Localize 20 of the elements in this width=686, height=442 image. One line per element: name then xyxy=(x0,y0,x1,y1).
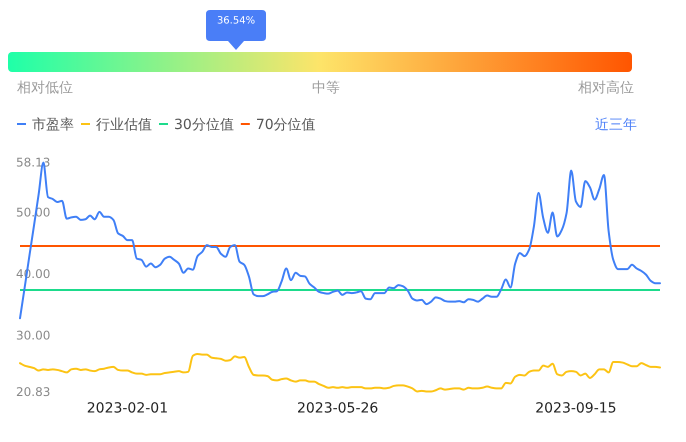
x-tick-label: 2023-02-01 xyxy=(86,400,168,416)
scale-label: 中等 xyxy=(312,80,340,96)
legend-item: 行业估值 xyxy=(81,116,152,133)
x-tick-label: 2023-05-26 xyxy=(296,400,378,416)
scale-label: 相对高位 xyxy=(578,80,634,96)
annotation: 近三年 xyxy=(595,116,637,133)
legend-item: 70分位值 xyxy=(240,116,316,133)
data-label: 36.54% xyxy=(216,16,256,26)
legend-label: 30分位值 xyxy=(174,116,234,133)
legend-item: 市盈率 xyxy=(17,116,74,133)
legend-label: 市盈率 xyxy=(32,116,74,133)
x-tick-label: 2023-09-15 xyxy=(535,400,617,416)
scale-label: 相对低位 xyxy=(17,80,73,96)
legend-item: 30分位值 xyxy=(159,116,234,133)
legend-label: 行业估值 xyxy=(96,116,152,133)
y-tick-label: 58.13 xyxy=(16,156,50,170)
legend-label: 70分位值 xyxy=(256,116,316,133)
y-tick-label: 20.83 xyxy=(16,385,50,400)
y-tick-label: 30.00 xyxy=(16,328,50,343)
gauge-marker: 36.54% xyxy=(206,10,266,50)
